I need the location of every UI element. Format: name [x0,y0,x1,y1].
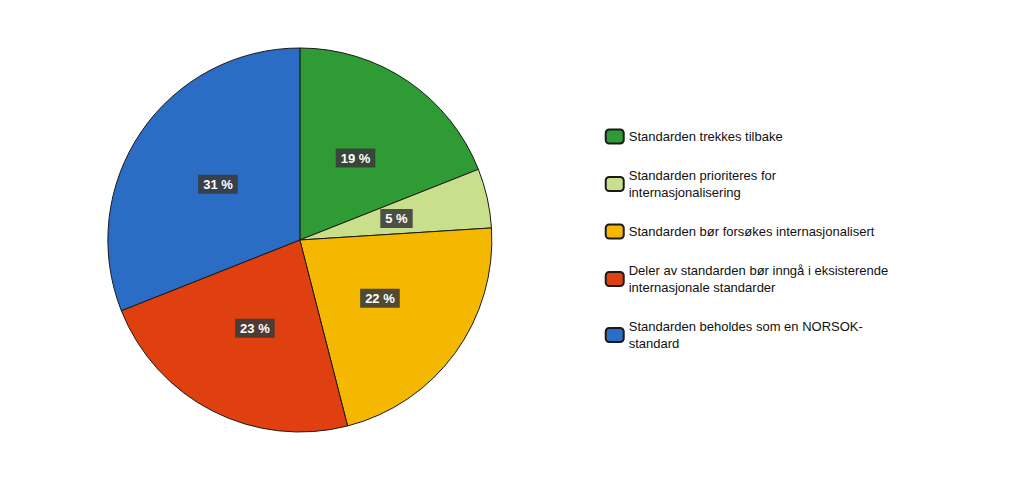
svg-text:Standarden trekkes tilbake: Standarden trekkes tilbake [629,129,783,144]
svg-text:Standarden bør forsøkes intern: Standarden bør forsøkes internasjonalise… [629,224,875,239]
svg-text:Deler av standarden bør inngå: Deler av standarden bør inngå i eksister… [629,263,888,278]
svg-text:internasjonalisering: internasjonalisering [629,185,741,200]
svg-text:19 %: 19 % [341,151,371,166]
svg-text:5 %: 5 % [385,211,408,226]
svg-text:Standarden prioriteres for: Standarden prioriteres for [629,168,777,183]
svg-text:31 %: 31 % [203,177,233,192]
svg-text:standard: standard [629,336,680,351]
svg-text:Standarden beholdes som en NOR: Standarden beholdes som en NORSOK- [629,319,863,334]
svg-text:23 %: 23 % [240,321,270,336]
svg-text:internasjonale standarder: internasjonale standarder [629,280,776,295]
svg-text:22 %: 22 % [365,291,395,306]
